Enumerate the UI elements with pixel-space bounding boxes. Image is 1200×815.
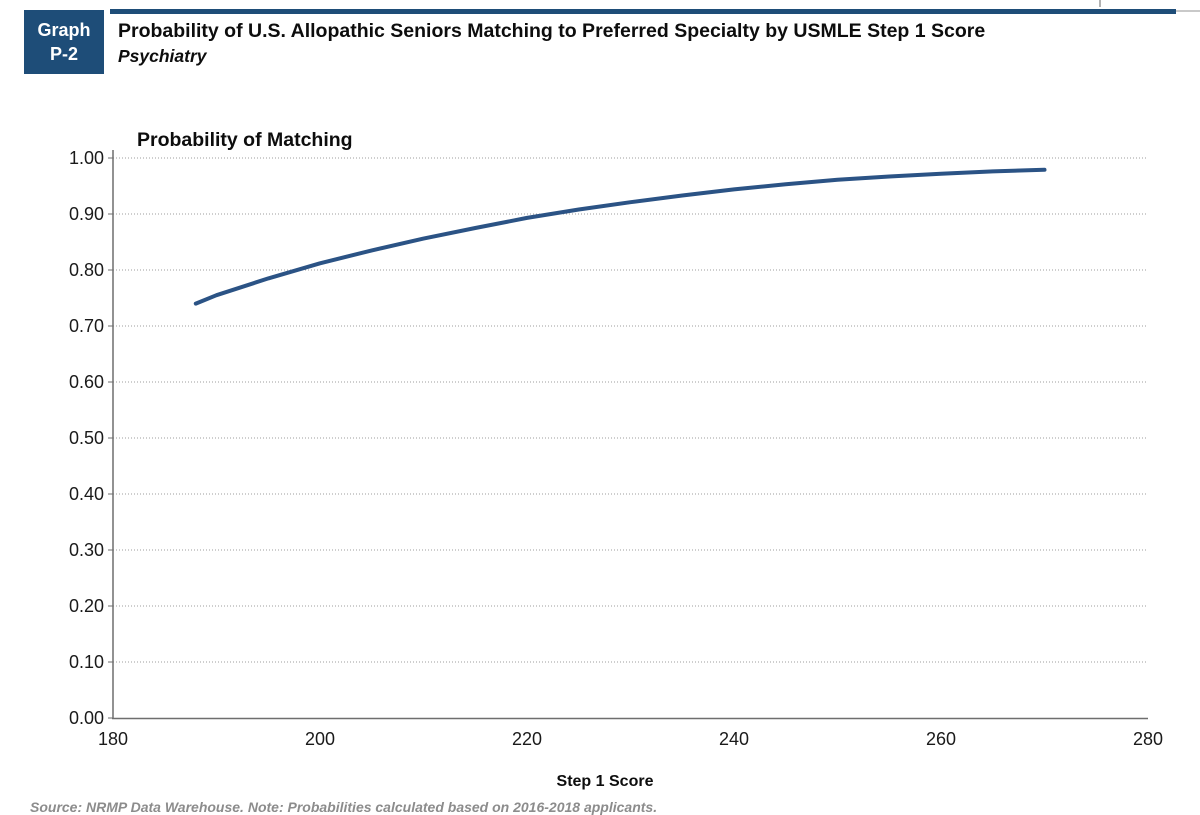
y-tick-label: 1.00 — [69, 148, 104, 168]
y-tick-label: 0.70 — [69, 316, 104, 336]
x-tick-label: 240 — [719, 729, 749, 749]
y-tick-label: 0.20 — [69, 596, 104, 616]
y-tick-label: 0.50 — [69, 428, 104, 448]
header-rule-faint-extension — [1176, 10, 1200, 12]
badge-code: P-2 — [49, 44, 78, 64]
page-subtitle: Psychiatry — [118, 46, 207, 66]
x-axis-label: Step 1 Score — [556, 773, 654, 790]
y-tick-label: 0.40 — [69, 484, 104, 504]
page-title: Probability of U.S. Allopathic Seniors M… — [118, 20, 986, 42]
source-note: Source: NRMP Data Warehouse. Note: Proba… — [30, 799, 658, 815]
badge-word: Graph — [37, 20, 91, 40]
y-tick-label: 0.80 — [69, 260, 104, 280]
probability-curve — [193, 167, 1047, 306]
header-rule — [110, 9, 1176, 14]
chart-title: Probability of Matching — [137, 129, 353, 151]
y-tick-label: 0.30 — [69, 540, 104, 560]
x-tick-label: 280 — [1133, 729, 1163, 749]
x-tick-label: 220 — [512, 729, 542, 749]
y-tick-label: 0.10 — [69, 652, 104, 672]
x-tick-label: 200 — [305, 729, 335, 749]
y-tick-label: 0.60 — [69, 372, 104, 392]
page-edge-tick — [1099, 0, 1101, 7]
y-tick-label: 0.00 — [69, 708, 104, 728]
y-tick-label: 0.90 — [69, 204, 104, 224]
x-tick-label: 260 — [926, 729, 956, 749]
x-tick-label: 180 — [98, 729, 128, 749]
graph-number-badge: Graph P-2 — [24, 10, 104, 74]
